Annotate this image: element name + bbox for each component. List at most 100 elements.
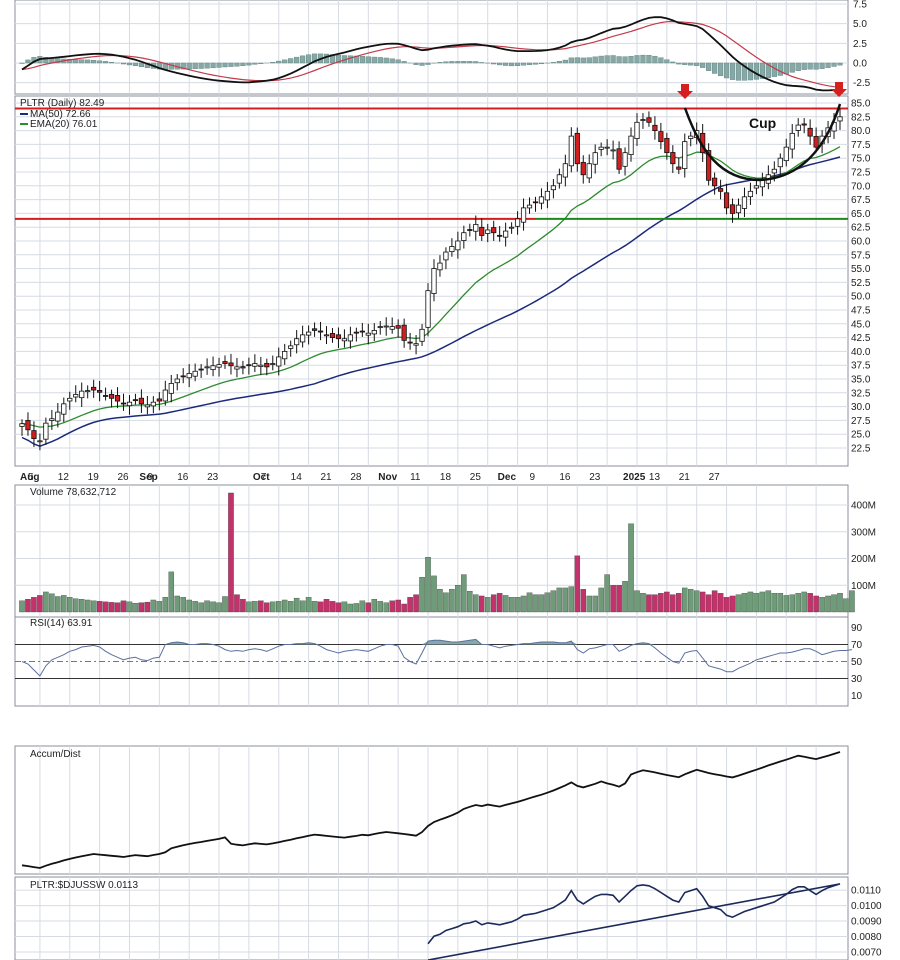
volume-bar <box>568 586 575 613</box>
price-tick-label: 60.0 <box>851 237 871 248</box>
candle <box>252 354 258 373</box>
candle-body <box>282 350 288 360</box>
candle-body <box>180 375 186 378</box>
candle <box>79 382 85 407</box>
macd-histogram-bar <box>550 62 557 64</box>
volume-bar <box>281 599 288 613</box>
candle <box>443 247 449 270</box>
volume-bar <box>610 585 616 613</box>
candle-body <box>204 366 210 369</box>
price-tick-label: 40.0 <box>851 347 871 358</box>
x-tick-label: 16 <box>559 472 571 483</box>
volume-bar <box>443 592 449 613</box>
macd-line <box>21 16 841 92</box>
macd-histogram-bar <box>491 62 497 65</box>
candle-body <box>443 251 449 261</box>
volume-bar <box>210 601 216 613</box>
price-tick-label: 82.5 <box>851 112 871 123</box>
macd-histogram-bar <box>568 57 574 64</box>
ratio-label: PLTR:$DJUSSW 0.0113 <box>30 880 138 891</box>
volume-bar <box>198 602 204 613</box>
volume-bar <box>473 594 479 613</box>
x-tick-label: Nov <box>378 472 397 483</box>
candle <box>55 403 61 428</box>
volume-bar <box>49 593 55 613</box>
volume-bar <box>664 591 670 613</box>
candle <box>371 323 377 342</box>
volume-bar <box>687 589 694 613</box>
volume-bar <box>640 593 646 613</box>
volume-bar <box>735 594 742 613</box>
candle <box>688 131 694 147</box>
macd-histogram-bar <box>777 62 783 76</box>
volume-bar <box>228 492 234 613</box>
volume-bar <box>132 603 139 613</box>
macd-histogram-bar <box>91 60 97 64</box>
volume-bar <box>96 601 103 613</box>
volume-bar <box>425 557 431 613</box>
volume-bar <box>371 599 378 613</box>
candle <box>31 421 37 447</box>
candle <box>604 139 610 156</box>
candle-body <box>222 361 228 364</box>
candle-body <box>712 177 718 187</box>
volume-bar <box>544 592 551 613</box>
ratio-panel <box>427 883 841 960</box>
volume-bar <box>383 602 389 613</box>
accum-dist-label: Accum/Dist <box>30 749 81 760</box>
candle <box>25 412 31 436</box>
volume-bar <box>37 595 43 613</box>
candle-body <box>347 334 353 342</box>
candle-body <box>258 364 264 367</box>
candle-body <box>538 196 545 204</box>
candle-body <box>270 363 276 365</box>
candle-body <box>777 157 783 168</box>
candle-body <box>634 121 640 139</box>
ratio-tick-label: 0.0110 <box>851 886 881 897</box>
candle <box>300 325 306 348</box>
candle <box>664 132 670 160</box>
volume-bar <box>102 601 109 613</box>
candle <box>723 183 730 215</box>
volume-bar <box>299 600 306 613</box>
macd-histogram-bar <box>359 56 365 64</box>
candle-body <box>455 240 461 251</box>
candle <box>550 179 557 199</box>
volume-panel <box>19 492 855 613</box>
volume-bar <box>114 602 121 613</box>
candle <box>61 397 67 423</box>
volume-bar <box>550 590 557 613</box>
candle <box>610 140 616 160</box>
volume-bar <box>401 603 407 613</box>
macd-histogram-bar <box>25 59 31 64</box>
candle-body <box>580 161 586 176</box>
volume-bar <box>670 594 676 613</box>
candle <box>497 226 503 242</box>
macd-histogram-bar <box>520 62 527 66</box>
volume-bar <box>723 597 730 613</box>
top-arrow-right <box>831 82 847 97</box>
macd-histogram-bar <box>634 55 640 64</box>
candle <box>670 145 676 173</box>
macd-histogram-bar <box>335 54 342 64</box>
macd-histogram-bar <box>85 59 91 64</box>
macd-histogram-bar <box>819 62 825 69</box>
candle-body <box>783 146 789 162</box>
macd-histogram-bar <box>562 59 568 64</box>
macd-histogram-bar <box>479 62 485 64</box>
candle-body <box>449 246 455 253</box>
candle <box>264 358 270 376</box>
macd-histogram-bar <box>789 62 795 73</box>
candle <box>622 147 628 176</box>
price-tick-label: 45.0 <box>851 319 871 330</box>
volume-bar <box>490 594 497 613</box>
candle-body <box>198 368 204 371</box>
volume-bar <box>186 599 192 613</box>
volume-bar <box>61 595 67 613</box>
macd-histogram-bar <box>741 62 748 81</box>
price-tick-label: 57.5 <box>851 250 871 261</box>
macd-histogram-bar <box>305 54 312 64</box>
candle <box>246 357 252 375</box>
price-y-axis: 85.0 82.5 80.0 77.5 75.0 72.5 70.0 67.5 65.0 62.5… <box>851 99 871 455</box>
volume-bar <box>556 587 563 613</box>
